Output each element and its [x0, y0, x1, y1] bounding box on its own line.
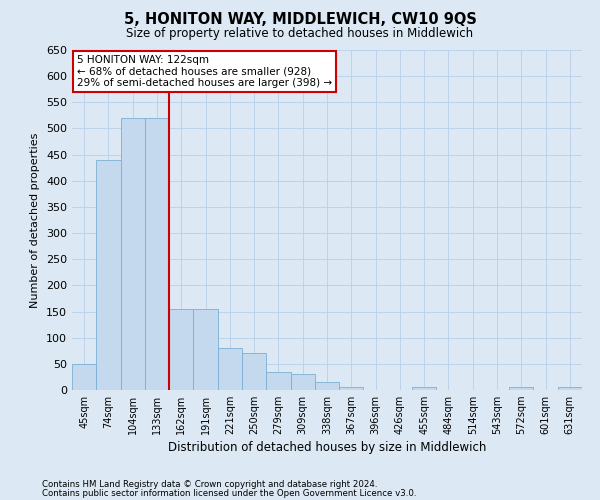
Text: Contains HM Land Registry data © Crown copyright and database right 2024.: Contains HM Land Registry data © Crown c…	[42, 480, 377, 489]
Bar	[121, 118, 145, 390]
Bar	[242, 354, 266, 390]
Bar	[290, 374, 315, 390]
Bar	[315, 382, 339, 390]
Bar	[266, 372, 290, 390]
Bar	[72, 364, 96, 390]
X-axis label: Distribution of detached houses by size in Middlewich: Distribution of detached houses by size …	[168, 442, 486, 454]
Bar	[339, 388, 364, 390]
Bar	[558, 388, 582, 390]
Bar	[218, 348, 242, 390]
Bar	[145, 118, 169, 390]
Bar	[169, 309, 193, 390]
Text: 5, HONITON WAY, MIDDLEWICH, CW10 9QS: 5, HONITON WAY, MIDDLEWICH, CW10 9QS	[124, 12, 476, 28]
Bar	[96, 160, 121, 390]
Bar	[509, 388, 533, 390]
Text: Contains public sector information licensed under the Open Government Licence v3: Contains public sector information licen…	[42, 489, 416, 498]
Y-axis label: Number of detached properties: Number of detached properties	[31, 132, 40, 308]
Bar	[193, 309, 218, 390]
Text: Size of property relative to detached houses in Middlewich: Size of property relative to detached ho…	[127, 28, 473, 40]
Text: 5 HONITON WAY: 122sqm
← 68% of detached houses are smaller (928)
29% of semi-det: 5 HONITON WAY: 122sqm ← 68% of detached …	[77, 55, 332, 88]
Bar	[412, 388, 436, 390]
